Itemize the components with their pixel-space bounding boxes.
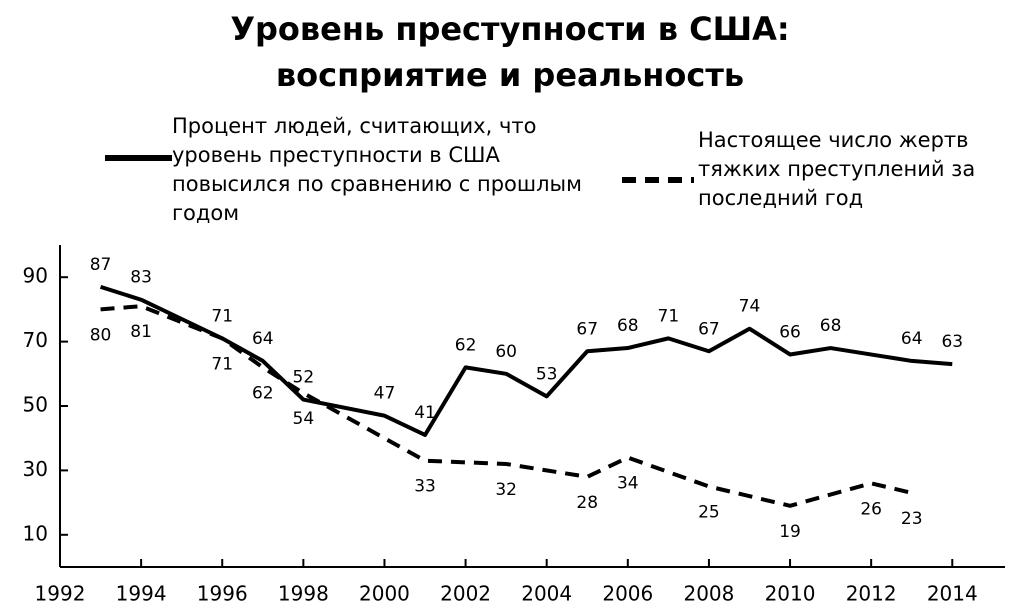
data-label: 63 <box>941 332 963 352</box>
data-label: 71 <box>658 306 680 326</box>
x-tick-label: 2014 <box>927 582 978 606</box>
data-label: 62 <box>252 383 274 403</box>
legend-label: Настоящее число жертв тяжких преступлени… <box>698 128 976 210</box>
data-label: 26 <box>860 499 882 519</box>
data-label: 53 <box>536 364 558 384</box>
data-label: 67 <box>698 319 720 339</box>
y-tick-label: 50 <box>23 393 48 417</box>
data-label: 28 <box>576 493 598 513</box>
x-tick-label: 2006 <box>602 582 653 606</box>
data-label: 54 <box>293 409 315 429</box>
line <box>100 304 913 508</box>
x-tick-label: 2010 <box>765 582 816 606</box>
data-label: 41 <box>414 403 436 423</box>
data-label: 81 <box>130 322 152 342</box>
data-label: 64 <box>252 329 274 349</box>
data-label: 66 <box>779 322 801 342</box>
data-label: 62 <box>455 335 477 355</box>
data-label: 23 <box>901 509 923 529</box>
data-label: 19 <box>779 522 801 542</box>
data-label: 47 <box>374 384 396 404</box>
data-label: 71 <box>211 306 233 326</box>
data-label: 74 <box>739 297 761 317</box>
data-label: 68 <box>820 316 842 336</box>
data-label: 83 <box>130 268 152 288</box>
data-label: 32 <box>495 480 517 500</box>
y-tick-label: 70 <box>23 328 48 352</box>
y-tick-label: 10 <box>23 521 48 545</box>
data-label: 33 <box>414 477 436 497</box>
legend-label: Процент людей, считающих, что уровень пр… <box>172 114 582 225</box>
data-label: 68 <box>617 316 639 336</box>
x-tick-label: 2000 <box>359 582 410 606</box>
y-tick-label: 30 <box>23 457 48 481</box>
data-label: 60 <box>495 342 517 362</box>
data-label: 67 <box>576 319 598 339</box>
x-tick-label: 2012 <box>846 582 897 606</box>
x-tick-label: 1994 <box>116 582 167 606</box>
x-tick-label: 2004 <box>521 582 572 606</box>
y-tick-label: 90 <box>23 264 48 288</box>
data-label: 25 <box>698 503 720 523</box>
data-label: 52 <box>293 368 315 388</box>
line <box>99 284 953 437</box>
x-tick-label: 1998 <box>278 582 329 606</box>
data-label: 64 <box>901 329 923 349</box>
x-tick-label: 1992 <box>35 582 86 606</box>
data-label: 87 <box>90 255 112 275</box>
x-tick-label: 2008 <box>683 582 734 606</box>
data-label: 34 <box>617 474 639 494</box>
chart-title: Уровень преступности в США: восприятие и… <box>230 10 790 94</box>
data-label: 71 <box>211 354 233 374</box>
x-tick-label: 2002 <box>440 582 491 606</box>
data-label: 80 <box>90 325 112 345</box>
x-tick-label: 1996 <box>197 582 248 606</box>
